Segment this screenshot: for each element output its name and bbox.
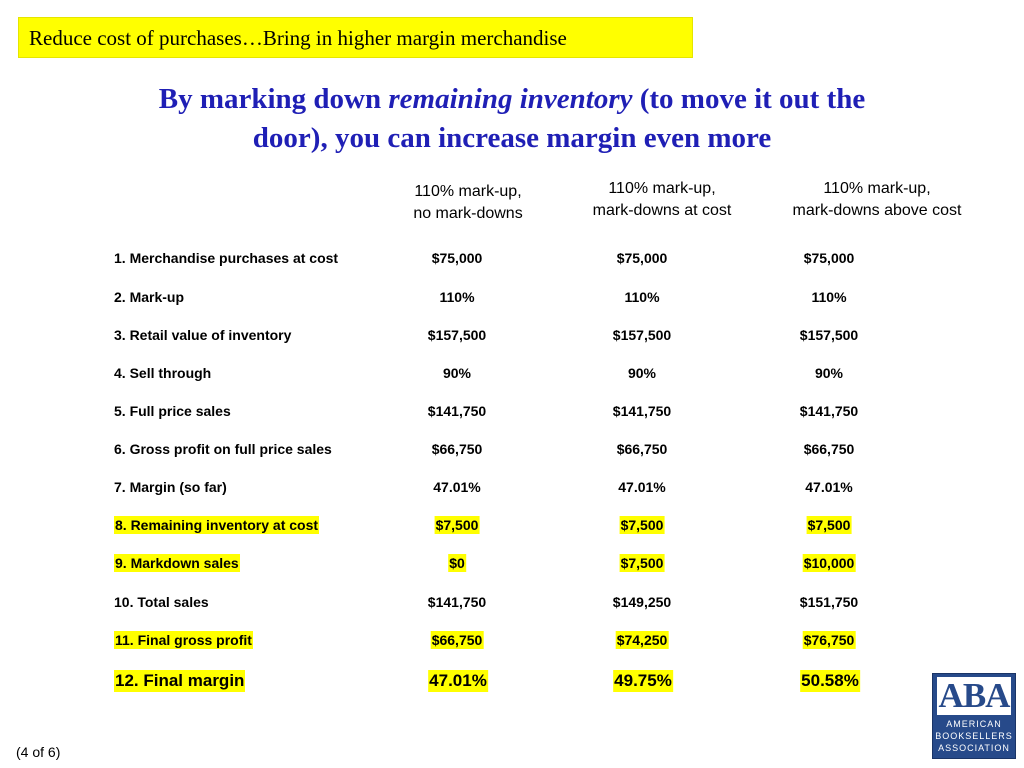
topic-banner: Reduce cost of purchases…Bring in higher… bbox=[18, 17, 693, 58]
cell-markdowns-above-cost: $10,000 bbox=[802, 554, 856, 572]
table-row-highlighted: 11. Final gross profit $66,750 $74,250 $… bbox=[0, 631, 1024, 655]
cell-markdowns-above-cost: $151,750 bbox=[799, 594, 859, 610]
cell-markdowns-above-cost: 47.01% bbox=[805, 479, 853, 495]
logo-text: AMERICAN BOOKSELLERS ASSOCIATION bbox=[935, 718, 1013, 754]
title-emphasis: remaining inventory bbox=[388, 83, 633, 115]
cell-markdowns-at-cost: $75,000 bbox=[616, 250, 668, 266]
row-label: 12. Final margin bbox=[114, 670, 246, 692]
cell-markdowns-at-cost: $141,750 bbox=[612, 403, 672, 419]
cell-no-markdowns: $66,750 bbox=[431, 441, 483, 457]
row-label: 5. Full price sales bbox=[114, 403, 231, 419]
cell-no-markdowns: 47.01% bbox=[433, 479, 481, 495]
row-label: 8. Remaining inventory at cost bbox=[114, 516, 320, 534]
logo-mark: ABA bbox=[937, 676, 1011, 715]
cell-markdowns-at-cost: $66,750 bbox=[616, 441, 668, 457]
row-label: 10. Total sales bbox=[114, 594, 209, 610]
cell-no-markdowns: 47.01% bbox=[428, 670, 488, 692]
row-label: 4. Sell through bbox=[114, 365, 212, 381]
cell-no-markdowns: $0 bbox=[448, 554, 466, 572]
title-line-1: By marking down remaining inventory (to … bbox=[40, 80, 984, 119]
cell-no-markdowns: $157,500 bbox=[427, 327, 487, 343]
row-label: 11. Final gross profit bbox=[114, 631, 253, 649]
cell-markdowns-above-cost: 110% bbox=[811, 289, 847, 305]
title-line-2: door), you can increase margin even more bbox=[252, 122, 772, 154]
table-row: 6. Gross profit on full price sales $66,… bbox=[0, 440, 1024, 464]
column-header-markdowns-at-cost: 110% mark-up, mark-downs at cost bbox=[562, 178, 762, 222]
table-row: 3. Retail value of inventory $157,500 $1… bbox=[0, 326, 1024, 350]
slide-page-number: (4 of 6) bbox=[16, 744, 61, 760]
slide-title: By marking down remaining inventory (to … bbox=[40, 80, 984, 158]
column-header-line: 110% mark-up, bbox=[823, 180, 931, 197]
cell-no-markdowns: 90% bbox=[442, 365, 472, 381]
cell-markdowns-at-cost: $157,500 bbox=[612, 327, 672, 343]
cell-no-markdowns: $141,750 bbox=[427, 594, 487, 610]
row-label: 6. Gross profit on full price sales bbox=[114, 441, 332, 457]
table-row: 1. Merchandise purchases at cost $75,000… bbox=[0, 249, 1024, 273]
table-row-highlighted: 9. Markdown sales $0 $7,500 $10,000 bbox=[0, 554, 1024, 578]
row-label: 7. Margin (so far) bbox=[114, 479, 227, 495]
cell-markdowns-above-cost: $7,500 bbox=[806, 516, 852, 534]
table-row: 10. Total sales $141,750 $149,250 $151,7… bbox=[0, 593, 1024, 617]
cell-markdowns-at-cost: $7,500 bbox=[619, 554, 665, 572]
table-row-highlighted: 8. Remaining inventory at cost $7,500 $7… bbox=[0, 516, 1024, 540]
title-part-2: (to move it out the bbox=[632, 83, 866, 115]
cell-no-markdowns: $75,000 bbox=[431, 250, 483, 266]
cell-markdowns-above-cost: $75,000 bbox=[803, 250, 855, 266]
cell-no-markdowns: $141,750 bbox=[427, 403, 487, 419]
cell-markdowns-above-cost: 50.58% bbox=[800, 670, 860, 692]
cell-markdowns-at-cost: 90% bbox=[627, 365, 657, 381]
aba-logo: ABA AMERICAN BOOKSELLERS ASSOCIATION bbox=[932, 673, 1016, 759]
cell-no-markdowns: 110% bbox=[439, 289, 475, 305]
cell-markdowns-above-cost: $141,750 bbox=[799, 403, 859, 419]
column-header-line: mark-downs above cost bbox=[792, 202, 962, 219]
cell-no-markdowns: $66,750 bbox=[430, 631, 484, 649]
cell-markdowns-at-cost: $74,250 bbox=[615, 631, 669, 649]
cell-markdowns-at-cost: 49.75% bbox=[613, 670, 673, 692]
table-row: 7. Margin (so far) 47.01% 47.01% 47.01% bbox=[0, 478, 1024, 502]
column-header-line: no mark-downs bbox=[413, 205, 523, 222]
cell-markdowns-at-cost: $149,250 bbox=[612, 594, 672, 610]
column-header-line: 110% mark-up, bbox=[414, 183, 522, 200]
cell-markdowns-above-cost: $66,750 bbox=[803, 441, 855, 457]
logo-line: BOOKSELLERS bbox=[935, 731, 1013, 741]
row-label: 1. Merchandise purchases at cost bbox=[114, 250, 339, 266]
cell-markdowns-at-cost: $7,500 bbox=[619, 516, 665, 534]
table-row: 2. Mark-up 110% 110% 110% bbox=[0, 288, 1024, 312]
column-header-no-markdowns: 110% mark-up, no mark-downs bbox=[388, 181, 548, 225]
cell-no-markdowns: $7,500 bbox=[434, 516, 480, 534]
logo-line: ASSOCIATION bbox=[938, 743, 1010, 753]
table-row: 4. Sell through 90% 90% 90% bbox=[0, 364, 1024, 388]
cell-markdowns-at-cost: 47.01% bbox=[618, 479, 666, 495]
cell-markdowns-above-cost: $76,750 bbox=[802, 631, 856, 649]
column-header-markdowns-above-cost: 110% mark-up, mark-downs above cost bbox=[764, 178, 990, 222]
row-label: 2. Mark-up bbox=[114, 289, 185, 305]
column-header-line: 110% mark-up, bbox=[608, 180, 716, 197]
cell-markdowns-at-cost: 110% bbox=[624, 289, 660, 305]
cell-markdowns-above-cost: 90% bbox=[814, 365, 844, 381]
title-part-1: By marking down bbox=[158, 83, 389, 115]
table-row-final-margin: 12. Final margin 47.01% 49.75% 50.58% bbox=[0, 670, 1024, 694]
table-row: 5. Full price sales $141,750 $141,750 $1… bbox=[0, 402, 1024, 426]
logo-line: AMERICAN bbox=[946, 719, 1002, 729]
cell-markdowns-above-cost: $157,500 bbox=[799, 327, 859, 343]
column-header-line: mark-downs at cost bbox=[592, 202, 732, 219]
row-label: 3. Retail value of inventory bbox=[114, 327, 292, 343]
row-label: 9. Markdown sales bbox=[114, 554, 240, 572]
